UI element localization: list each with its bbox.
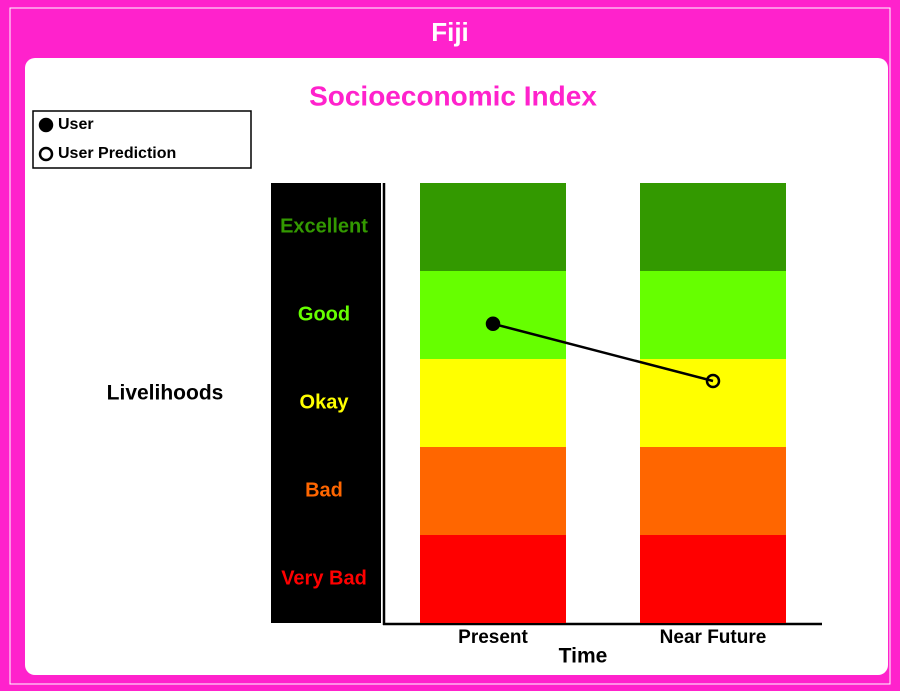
y-tick-label: Okay bbox=[300, 391, 350, 413]
y-tick-label: Bad bbox=[305, 479, 343, 501]
y-tick-label: Excellent bbox=[280, 215, 368, 237]
legend-marker bbox=[38, 117, 54, 133]
legend-box bbox=[32, 110, 252, 169]
y-axis-label: Livelihoods bbox=[107, 382, 224, 405]
band bbox=[420, 359, 566, 447]
x-tick-label: Present bbox=[458, 627, 528, 648]
y-tick-label: Very Bad bbox=[281, 567, 367, 589]
legend-label: User Prediction bbox=[58, 145, 176, 162]
header-title: Fiji bbox=[431, 17, 469, 47]
band bbox=[420, 271, 566, 359]
band bbox=[640, 183, 786, 271]
chart-title: Socioeconomic Index bbox=[309, 80, 597, 111]
band bbox=[640, 447, 786, 535]
point bbox=[485, 316, 501, 332]
band bbox=[420, 535, 566, 623]
band bbox=[640, 271, 786, 359]
line bbox=[492, 322, 714, 383]
band bbox=[640, 535, 786, 623]
point bbox=[705, 373, 721, 389]
legend-label: User bbox=[58, 116, 94, 133]
band bbox=[420, 447, 566, 535]
legend-marker bbox=[38, 146, 54, 162]
band bbox=[420, 183, 566, 271]
x-axis-label: Time bbox=[559, 645, 608, 668]
label-column bbox=[271, 183, 381, 623]
band bbox=[640, 359, 786, 447]
x-tick-label: Near Future bbox=[660, 627, 767, 648]
y-tick-label: Good bbox=[298, 303, 350, 325]
